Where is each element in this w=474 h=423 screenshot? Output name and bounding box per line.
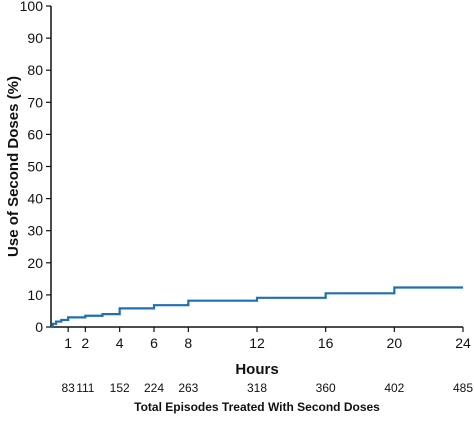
episode-count-label: 224 <box>144 381 164 395</box>
episode-count-label: 318 <box>247 381 267 395</box>
y-tick-label: 30 <box>27 223 43 239</box>
x-tick-label: 6 <box>150 335 158 351</box>
y-tick-label: 40 <box>27 191 43 207</box>
episode-count-label: 402 <box>384 381 404 395</box>
series <box>51 286 463 329</box>
y-tick-label: 20 <box>27 255 43 271</box>
y-axis-title: Use of Second Doses (%) <box>5 76 22 257</box>
y-tick-label: 60 <box>27 126 43 142</box>
y-tick-label: 100 <box>20 0 44 14</box>
y-tick-label: 50 <box>27 159 43 175</box>
y-tick-label: 10 <box>27 287 43 303</box>
y-ticks: 0 10 20 30 40 50 60 70 80 90 100 <box>20 0 51 335</box>
episodes-title: Total Episodes Treated With Second Doses <box>134 400 380 414</box>
x-axis-title: Hours <box>235 361 278 378</box>
x-tick-label: 2 <box>81 335 89 351</box>
x-tick-label: 8 <box>184 335 192 351</box>
y-tick-label: 80 <box>27 62 43 78</box>
x-tick-label: 24 <box>455 335 471 351</box>
episode-count-label: 360 <box>316 381 336 395</box>
episode-count-label: 263 <box>178 381 198 395</box>
axes <box>50 6 463 328</box>
x-tick-label: 4 <box>116 335 124 351</box>
episode-count-label: 485 <box>453 381 473 395</box>
y-tick-label: 0 <box>35 319 43 335</box>
x-ticks: 1 2 4 6 8 12 16 20 24 <box>64 327 471 351</box>
episode-count-label: 83 <box>61 381 75 395</box>
y-tick-label: 70 <box>27 94 43 110</box>
x-tick-label: 1 <box>64 335 72 351</box>
x-tick-label: 16 <box>318 335 334 351</box>
y-tick-label: 90 <box>27 30 43 46</box>
x-tick-label: 20 <box>387 335 403 351</box>
series-line <box>51 286 463 329</box>
episode-count-label: 152 <box>110 381 130 395</box>
episode-labels: 83 111 152 224 263 318 360 402 485 <box>61 381 473 395</box>
episode-count-label: 111 <box>76 381 95 395</box>
x-tick-label: 12 <box>249 335 265 351</box>
